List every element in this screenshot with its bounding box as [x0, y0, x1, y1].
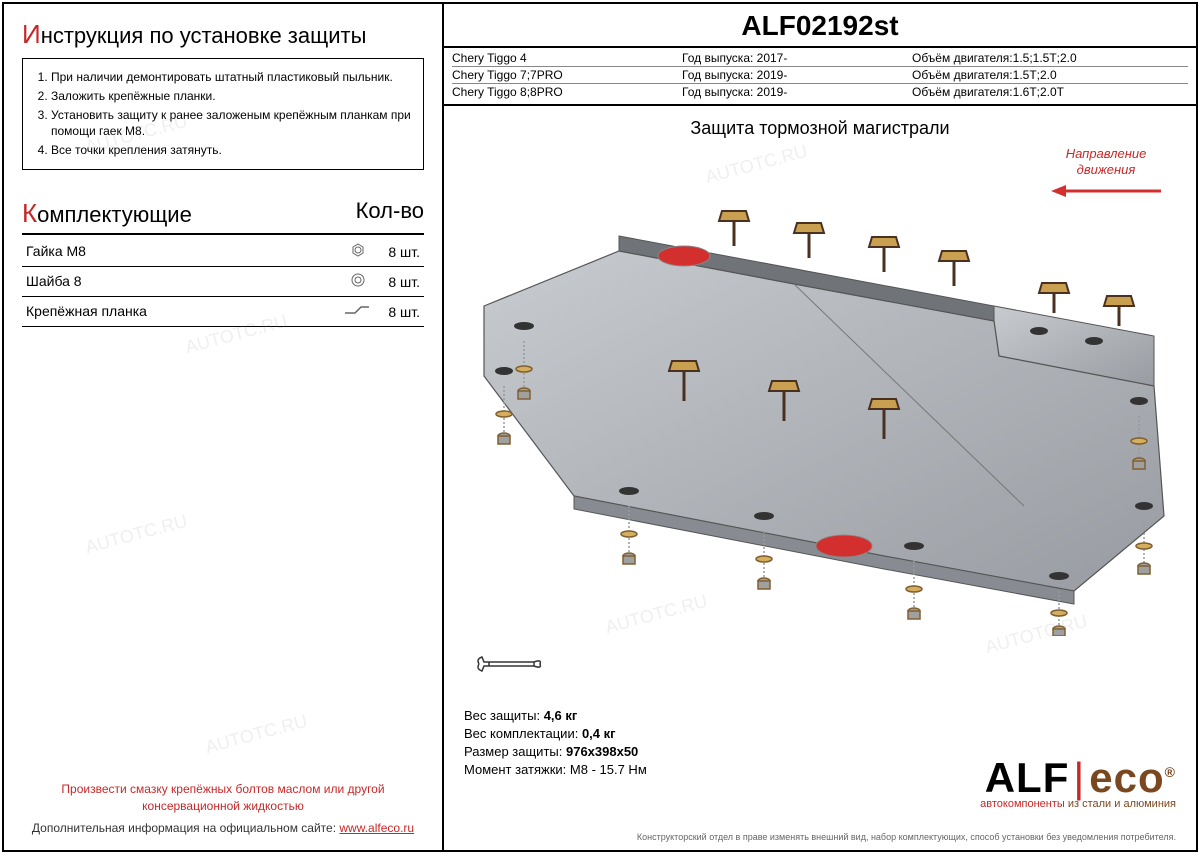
spec-size: Размер защиты: 976x398x50	[464, 744, 647, 759]
left-panel: Инструкция по установке защиты При налич…	[4, 4, 444, 850]
bracket-icon	[328, 303, 388, 320]
vehicle-engine: Объём двигателя:1.5Т;2.0	[912, 67, 1188, 84]
component-row: Крепёжная планка 8 шт.	[22, 297, 424, 327]
website-link[interactable]: www.alfeco.ru	[339, 821, 414, 835]
vehicle-year: Год выпуска: 2019-	[682, 84, 912, 100]
diagram-area: Защита тормозной магистрали Направлениед…	[444, 106, 1196, 850]
vehicle-model: Chery Tiggo 8;8PRO	[452, 84, 682, 100]
vehicle-table: Chery Tiggo 4 Chery Tiggo 7;7PRO Chery T…	[444, 48, 1196, 106]
spec-torque: Момент затяжки: М8 - 15.7 Нм	[464, 762, 647, 777]
instruction-step: Все точки крепления затянуть.	[51, 142, 413, 159]
comp-qty: 8 шт.	[388, 304, 420, 320]
skid-plate-diagram	[454, 176, 1184, 636]
vehicle-year: Год выпуска: 2019-	[682, 67, 912, 84]
logo-sep: |	[1073, 754, 1085, 801]
vehicle-engine: Объём двигателя:1.5;1.5Т;2.0	[912, 50, 1188, 67]
comp-name: Крепёжная планка	[26, 303, 147, 319]
comp-qty: 8 шт.	[388, 274, 420, 290]
qty-header: Кол-во	[356, 198, 424, 229]
component-row: Шайба 8 8 шт.	[22, 267, 424, 297]
vehicle-model: Chery Tiggo 4	[452, 50, 682, 67]
title-first-letter: И	[22, 19, 41, 49]
comp-first-letter: К	[22, 198, 37, 228]
vehicle-engine: Объём двигателя:1.6Т;2.0Т	[912, 84, 1188, 100]
instruction-step: При наличии демонтировать штатный пласти…	[51, 69, 413, 86]
right-header: ALF02192st	[444, 4, 1196, 48]
footer-left: Произвести смазку крепёжных болтов масло…	[22, 781, 424, 835]
disclaimer: Конструкторский отдел в праве изменять в…	[637, 832, 1176, 842]
component-row: Гайка М8 8 шт.	[22, 237, 424, 267]
logo: ALF|eco® автокомпоненты из стали и алюми…	[980, 754, 1176, 810]
comp-qty: 8 шт.	[388, 244, 420, 260]
nut-icon	[328, 243, 388, 260]
comp-title-rest: омплектующие	[37, 202, 192, 227]
instruction-step: Установить защиту к ранее заложеным креп…	[51, 107, 413, 141]
vehicle-engines: Объём двигателя:1.5;1.5Т;2.0 Объём двига…	[912, 50, 1188, 100]
vehicle-models: Chery Tiggo 4 Chery Tiggo 7;7PRO Chery T…	[452, 50, 682, 100]
reg-mark: ®	[1165, 764, 1176, 780]
right-panel: ALF02192st Chery Tiggo 4 Chery Tiggo 7;7…	[444, 4, 1196, 850]
comp-name: Гайка М8	[26, 243, 86, 259]
logo-part1: ALF	[985, 754, 1070, 801]
direction-text: Направлениедвижения	[1046, 146, 1166, 177]
info-line: Дополнительная информация на официальном…	[22, 821, 424, 835]
spec-kit-weight: Вес комплектации: 0,4 кг	[464, 726, 647, 741]
lubrication-note: Произвести смазку крепёжных болтов масло…	[22, 781, 424, 815]
wrench-icon	[474, 653, 544, 680]
vehicle-model: Chery Tiggo 7;7PRO	[452, 67, 682, 84]
components-header: Комплектующие Кол-во	[22, 198, 424, 235]
instructions-list: При наличии демонтировать штатный пласти…	[51, 69, 413, 159]
product-code: ALF02192st	[444, 10, 1196, 42]
vehicle-year: Год выпуска: 2017-	[682, 50, 912, 67]
title-rest: нструкция по установке защиты	[41, 23, 367, 48]
logo-text: ALF|eco®	[980, 754, 1176, 802]
comp-name: Шайба 8	[26, 273, 82, 289]
logo-part2: eco	[1089, 754, 1164, 801]
specs-block: Вес защиты: 4,6 кг Вес комплектации: 0,4…	[464, 705, 647, 780]
vehicle-years: Год выпуска: 2017- Год выпуска: 2019- Го…	[682, 50, 912, 100]
spec-weight: Вес защиты: 4,6 кг	[464, 708, 647, 723]
diagram-title: Защита тормозной магистрали	[454, 118, 1186, 139]
washer-icon	[328, 273, 388, 290]
instruction-step: Заложить крепёжные планки.	[51, 88, 413, 105]
install-title: Инструкция по установке защиты	[22, 19, 424, 50]
info-text: Дополнительная информация на официальном…	[32, 821, 336, 835]
logo-subtitle: автокомпоненты из стали и алюминия	[980, 798, 1176, 810]
instructions-box: При наличии демонтировать штатный пласти…	[22, 58, 424, 170]
